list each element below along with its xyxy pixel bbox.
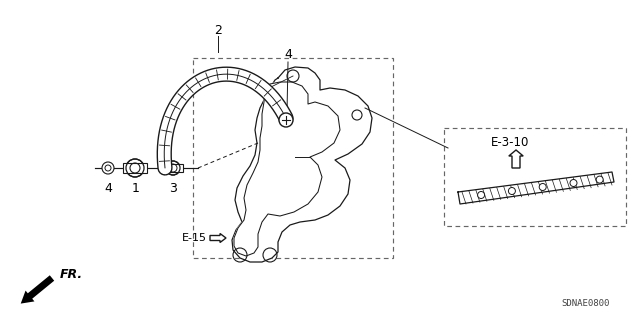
Bar — [163, 164, 183, 172]
Bar — [193, 58, 393, 258]
Text: E-15: E-15 — [182, 233, 207, 243]
Polygon shape — [458, 172, 614, 204]
Circle shape — [279, 113, 293, 127]
Text: 3: 3 — [169, 182, 177, 195]
Circle shape — [596, 176, 603, 183]
Text: 4: 4 — [284, 48, 292, 62]
Bar — [123, 163, 147, 173]
Circle shape — [508, 188, 515, 195]
Circle shape — [540, 183, 546, 190]
Circle shape — [166, 161, 180, 175]
Circle shape — [477, 191, 484, 198]
FancyArrow shape — [20, 275, 54, 304]
Bar — [444, 128, 626, 226]
Polygon shape — [234, 82, 340, 256]
Text: 4: 4 — [104, 182, 112, 195]
Text: SDNAE0800: SDNAE0800 — [562, 299, 610, 308]
Circle shape — [570, 180, 577, 187]
Circle shape — [126, 159, 144, 177]
FancyArrow shape — [509, 150, 524, 168]
Text: 1: 1 — [132, 182, 140, 195]
Circle shape — [102, 162, 114, 174]
FancyArrow shape — [210, 234, 226, 242]
Polygon shape — [232, 67, 372, 262]
Text: 2: 2 — [214, 24, 222, 36]
Text: FR.: FR. — [60, 268, 83, 280]
Text: E-3-10: E-3-10 — [491, 136, 529, 149]
